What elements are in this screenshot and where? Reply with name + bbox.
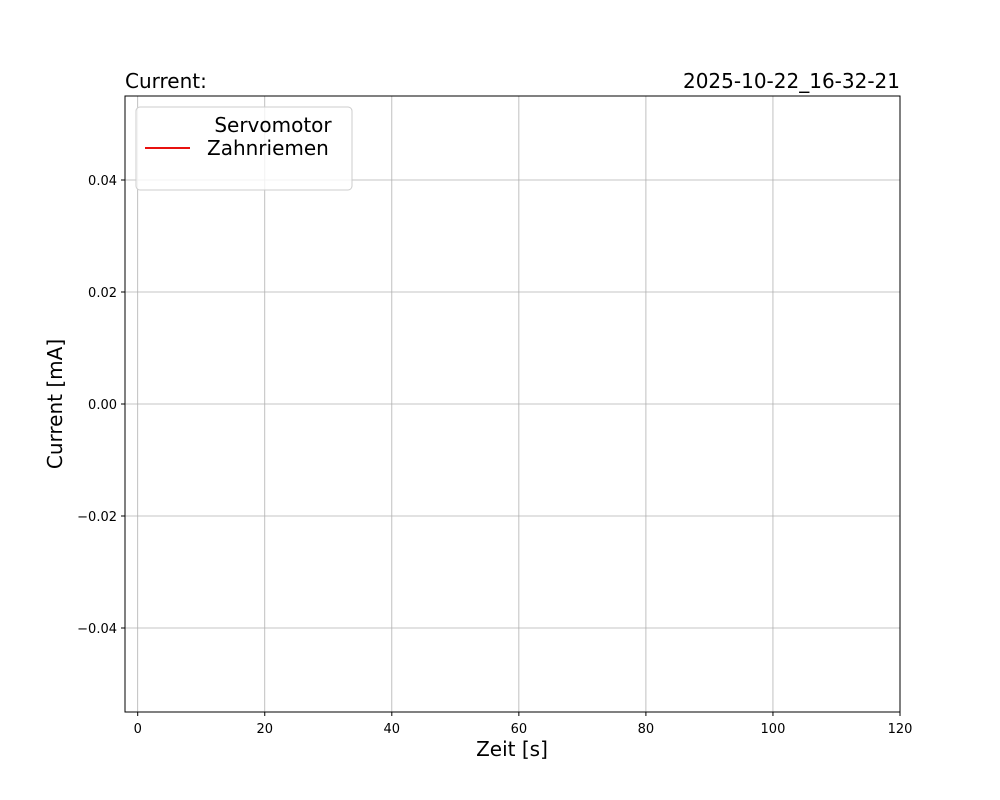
x-tick-label: 0 <box>134 722 142 737</box>
y-tick-label: −0.04 <box>77 622 117 637</box>
x-tick-label: 60 <box>511 722 528 737</box>
y-tick-label: 0.00 <box>88 398 117 413</box>
y-axis: −0.04 −0.02 0.00 0.02 0.04 <box>77 174 125 637</box>
x-axis: 0 20 40 60 80 100 120 <box>134 712 913 737</box>
y-tick-label: 0.02 <box>88 286 117 301</box>
x-tick-label: 40 <box>384 722 401 737</box>
x-tick-label: 120 <box>888 722 913 737</box>
y-axis-label: Current [mA] <box>43 339 67 469</box>
x-tick-label: 100 <box>761 722 786 737</box>
chart-title-right: 2025-10-22_16-32-21 <box>683 69 900 93</box>
x-tick-label: 20 <box>256 722 273 737</box>
y-tick-label: 0.04 <box>88 174 117 189</box>
legend-title: Servomotor <box>214 113 332 137</box>
x-axis-label: Zeit [s] <box>476 737 548 761</box>
x-tick-label: 80 <box>638 722 655 737</box>
y-tick-label: −0.02 <box>77 510 117 525</box>
legend-entry-zahnriemen: Zahnriemen <box>207 136 329 160</box>
legend-box <box>135 106 353 191</box>
chart-title-left: Current: <box>125 69 207 93</box>
legend: Servomotor Zahnriemen <box>135 106 353 191</box>
